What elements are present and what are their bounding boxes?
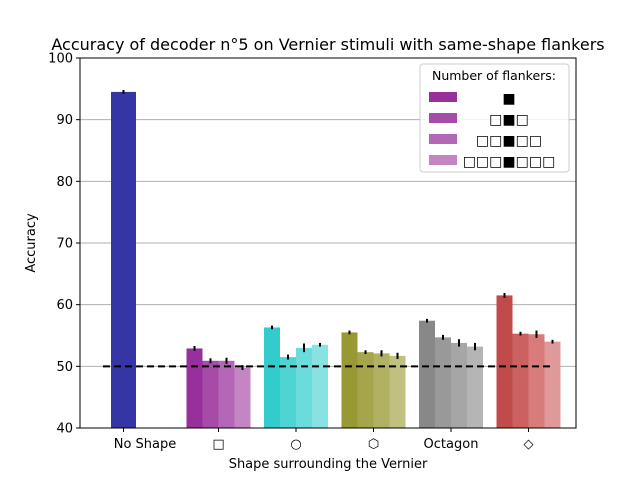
legend-label: □□□■□□□ [463,154,556,170]
bar-group [111,90,136,429]
bar-group [186,345,251,428]
x-tick-label: No Shape [114,437,177,452]
bar [467,346,483,428]
y-tick-label: 40 [56,422,73,437]
y-axis: 40 50 60 70 80 90 100 [48,52,80,437]
legend-title: Number of flankers: [432,68,556,83]
bar-group [419,318,483,428]
legend-swatch [429,113,457,123]
legend: Number of flankers: ■ □■□ □□■□□ □□□■□□□ [419,63,570,173]
y-tick-label: 70 [56,237,73,252]
legend-swatch [429,134,457,144]
x-axis-label: Shape surrounding the Vernier [229,457,428,472]
bar-group [341,330,406,428]
bar [496,295,513,428]
bar [218,360,235,428]
bar [419,320,435,428]
bar [341,332,358,428]
bar [280,357,296,428]
bar-group [264,325,328,428]
bar [451,342,467,428]
x-tick-label: ◇ [524,437,534,452]
x-tick-label: ○ [290,437,301,452]
x-tick-label: ⬡ [368,437,379,452]
bar [202,360,219,428]
bar [435,337,451,428]
legend-label: ■ [502,91,515,107]
legend-swatch [429,155,457,165]
bar [373,353,390,428]
bar [111,91,136,429]
legend-label: □□■□□ [476,133,542,149]
y-tick-label: 50 [56,360,73,375]
x-tick-label: Octagon [424,437,479,452]
y-tick-label: 90 [56,113,73,128]
bar [512,333,529,428]
bar [312,344,328,428]
legend-swatch [429,92,457,102]
chart-title: Accuracy of decoder n°5 on Vernier stimu… [51,35,604,54]
legend-label: □■□ [489,112,529,128]
bar [544,341,561,428]
bar [389,355,406,428]
y-axis-label: Accuracy [24,213,39,273]
bars [111,90,561,429]
bar [234,367,251,428]
bar [528,334,545,428]
bar [296,347,312,428]
y-tick-label: 100 [48,52,73,67]
legend-box [419,63,570,173]
x-tick-label: □ [212,437,224,452]
bar-group [496,292,561,428]
bar [264,327,280,428]
bar [357,352,374,428]
x-axis: No Shape □ ○ ⬡ Octagon ◇ [114,428,534,452]
bar [186,348,203,428]
y-tick-label: 60 [56,298,73,313]
y-tick-label: 80 [56,175,73,190]
